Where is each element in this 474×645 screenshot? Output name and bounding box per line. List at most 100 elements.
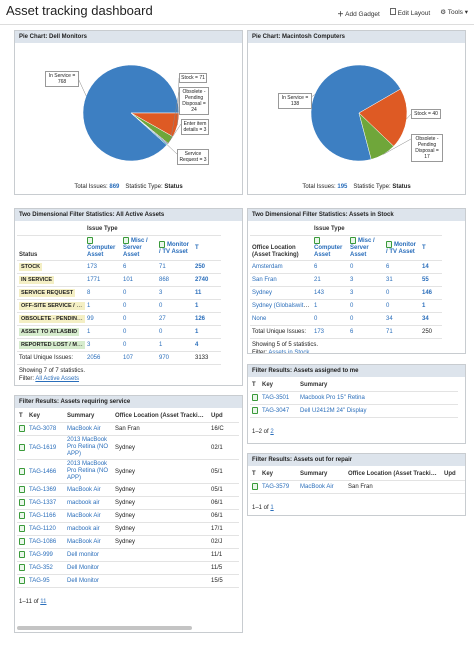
count-cell[interactable]: 1 <box>193 325 222 340</box>
total-cell[interactable]: 71 <box>384 325 420 340</box>
summary-link[interactable]: Dell Monitor <box>67 577 100 584</box>
status-lozenge[interactable]: REPORTED LOST / MI... <box>19 341 85 350</box>
count-cell[interactable]: 99 <box>85 312 121 327</box>
column-label[interactable]: Computer Asset <box>87 245 116 259</box>
summary-link[interactable]: Macbook Pro 15" Retina <box>300 394 365 401</box>
count-cell[interactable]: 6 <box>384 260 420 275</box>
count-cell[interactable]: 1 <box>85 299 121 314</box>
count-cell[interactable]: 0 <box>384 299 420 314</box>
status-lozenge[interactable]: IN SERVICE <box>19 276 55 285</box>
summary-link[interactable]: MacBook Air <box>67 512 101 519</box>
column-label[interactable]: Computer Asset <box>314 245 343 259</box>
filter-link[interactable]: All Active Assets <box>35 376 80 383</box>
count-cell[interactable]: 126 <box>193 312 222 327</box>
add-gadget-button[interactable]: ＋ Add Gadget <box>337 11 380 18</box>
summary-link[interactable]: 2013 MacBook Pro Retina (NO APP) <box>67 461 109 481</box>
total-cell[interactable]: 6 <box>348 325 384 340</box>
column-label[interactable]: T <box>195 244 199 251</box>
summary-link[interactable]: Dell U2412M 24" Display <box>300 407 367 414</box>
key-link[interactable]: TAG-95 <box>29 578 50 584</box>
count-cell[interactable]: 143 <box>312 286 348 301</box>
count-cell[interactable]: 0 <box>121 312 157 327</box>
key-link[interactable]: TAG-3047 <box>262 408 290 414</box>
column-label[interactable]: T <box>422 244 426 251</box>
filter-link[interactable]: Assets in Stock <box>268 350 310 354</box>
count-cell[interactable]: 34 <box>384 312 420 327</box>
key-link[interactable]: TAG-1369 <box>29 487 57 493</box>
count-cell[interactable]: 4 <box>193 338 222 353</box>
summary-link[interactable]: Dell monitor <box>67 551 100 558</box>
key-link[interactable]: TAG-1166 <box>29 513 56 519</box>
count-cell[interactable]: 3 <box>348 286 384 301</box>
summary-link[interactable]: macbook air <box>67 525 100 532</box>
summary-link[interactable]: macbook air <box>67 499 100 506</box>
count-cell[interactable]: 3 <box>348 273 384 288</box>
count-cell[interactable]: 0 <box>348 312 384 327</box>
count-cell[interactable]: 55 <box>420 273 443 288</box>
summary-link[interactable]: MacBook Air <box>67 425 101 432</box>
key-link[interactable]: TAG-1619 <box>29 444 57 451</box>
count-cell[interactable]: 0 <box>348 260 384 275</box>
key-link[interactable]: TAG-352 <box>29 565 53 571</box>
row-label[interactable]: San Fran <box>252 277 277 284</box>
count-cell[interactable]: 0 <box>121 338 157 353</box>
pager-link[interactable]: 2 <box>270 429 274 435</box>
key-link[interactable]: TAG-3501 <box>262 395 290 401</box>
count-cell[interactable]: 6 <box>121 260 157 275</box>
summary-link[interactable]: MacBook Air <box>300 483 334 490</box>
count-cell[interactable]: 3 <box>85 338 121 353</box>
count-cell[interactable]: 0 <box>348 299 384 314</box>
status-lozenge[interactable]: SERVICE REQUEST <box>19 289 76 298</box>
count-cell[interactable]: 0 <box>121 299 157 314</box>
key-link[interactable]: TAG-1337 <box>29 500 57 506</box>
total-link[interactable]: 869 <box>109 184 120 190</box>
count-cell[interactable]: 21 <box>312 273 348 288</box>
key-link[interactable]: TAG-3579 <box>262 484 290 490</box>
count-cell[interactable]: 71 <box>157 260 193 275</box>
count-cell[interactable]: 31 <box>384 273 420 288</box>
edit-layout-button[interactable]: Edit Layout <box>389 8 430 18</box>
count-cell[interactable]: 3 <box>157 286 193 301</box>
count-cell[interactable]: 250 <box>193 260 222 275</box>
count-cell[interactable]: 146 <box>420 286 443 301</box>
summary-link[interactable]: 2013 MacBook Pro Retina (NO APP) <box>67 437 109 457</box>
total-link[interactable]: 195 <box>337 184 348 190</box>
key-link[interactable]: TAG-1086 <box>29 539 57 545</box>
total-cell[interactable]: 970 <box>157 351 193 366</box>
pager-link[interactable]: 1 <box>270 505 274 511</box>
count-cell[interactable]: 27 <box>157 312 193 327</box>
count-cell[interactable]: 0 <box>384 286 420 301</box>
row-label[interactable]: None <box>252 316 267 323</box>
key-link[interactable]: TAG-3078 <box>29 426 57 432</box>
key-link[interactable]: TAG-1120 <box>29 526 56 532</box>
count-cell[interactable]: 1 <box>312 299 348 314</box>
count-cell[interactable]: 0 <box>121 325 157 340</box>
count-cell[interactable]: 1771 <box>85 273 121 288</box>
total-cell[interactable]: 107 <box>121 351 157 366</box>
count-cell[interactable]: 6 <box>312 260 348 275</box>
count-cell[interactable]: 0 <box>157 299 193 314</box>
count-cell[interactable]: 14 <box>420 260 443 275</box>
count-cell[interactable]: 1 <box>193 299 222 314</box>
tools-button[interactable]: ⚙ Tools ▾ <box>440 9 468 16</box>
count-cell[interactable]: 1 <box>85 325 121 340</box>
count-cell[interactable]: 0 <box>157 325 193 340</box>
pager-link[interactable]: 11 <box>40 599 47 605</box>
row-label[interactable]: Sydney <box>252 290 273 297</box>
row-label[interactable]: Amsterdam <box>252 264 283 271</box>
count-cell[interactable]: 1 <box>157 338 193 353</box>
count-cell[interactable]: 101 <box>121 273 157 288</box>
summary-link[interactable]: MacBook Air <box>67 538 101 545</box>
status-lozenge[interactable]: OFF-SITE SERVICE / R... <box>19 302 85 311</box>
summary-link[interactable]: MacBook Air <box>67 486 101 493</box>
summary-link[interactable]: Dell Monitor <box>67 564 100 571</box>
total-cell[interactable]: 173 <box>312 325 348 340</box>
key-link[interactable]: TAG-999 <box>29 552 53 558</box>
count-cell[interactable]: 34 <box>420 312 443 327</box>
count-cell[interactable]: 11 <box>193 286 222 301</box>
count-cell[interactable]: 0 <box>312 312 348 327</box>
row-label[interactable]: Sydney (Globalswitch) <box>252 303 312 310</box>
total-cell[interactable]: 2056 <box>85 351 121 366</box>
count-cell[interactable]: 2740 <box>193 273 222 288</box>
count-cell[interactable]: 8 <box>85 286 121 301</box>
